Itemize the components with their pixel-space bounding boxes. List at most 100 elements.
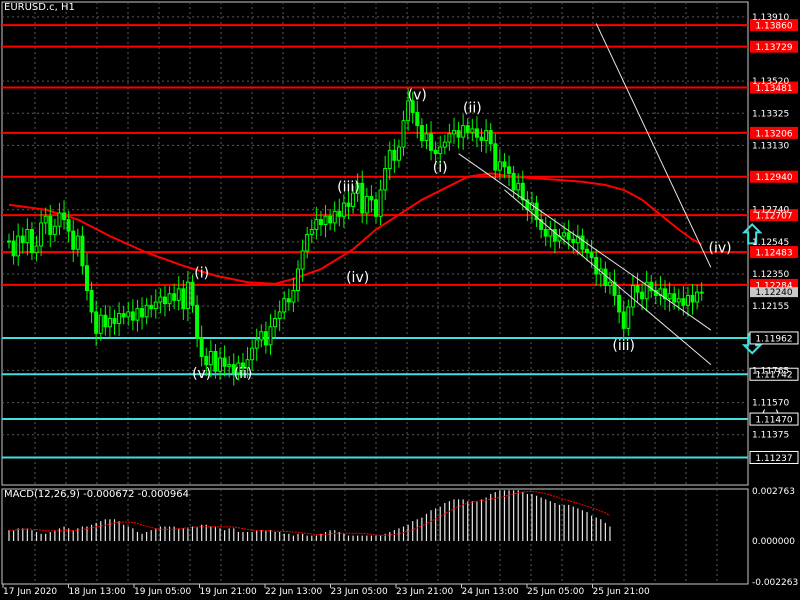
price-bar-body: [419, 125, 424, 141]
price-bar-body: [690, 294, 695, 303]
price-bar-body: [552, 228, 557, 242]
price-bar-body: [140, 308, 145, 318]
wave-label: (v): [192, 366, 211, 382]
level-price-tag: [750, 40, 798, 53]
price-bar-body: [497, 161, 502, 171]
price-bar-body: [195, 304, 200, 339]
macd-tick-label: 0.000000: [752, 537, 795, 547]
price-bar-body: [424, 133, 429, 141]
price-bar-body: [451, 130, 456, 135]
price-bar-body: [433, 149, 438, 155]
price-bar-body: [231, 364, 236, 374]
price-bar-body: [66, 219, 71, 232]
price-bar-body: [543, 228, 548, 237]
price-bar-body: [429, 133, 434, 151]
price-bar-body: [396, 146, 401, 161]
price-bar-body: [162, 296, 167, 305]
price-bar-body: [254, 339, 259, 349]
price-bar-body: [621, 311, 626, 329]
price-bar-body: [406, 100, 411, 122]
price-bar-body: [277, 311, 282, 320]
time-label: 23 Jun 21:00: [396, 587, 453, 597]
level-price-tag: [750, 209, 798, 222]
price-bar-body: [57, 212, 62, 227]
price-bar-body: [286, 298, 291, 303]
current-price-tag: [750, 287, 798, 298]
price-bar-body: [630, 285, 635, 308]
price-bar-body: [43, 215, 48, 224]
level-price-label: 1.11237: [755, 454, 792, 464]
price-bar-body: [672, 293, 677, 303]
price-bar-body: [11, 240, 16, 257]
time-label: 25 Jun 05:00: [527, 587, 584, 597]
price-bar-body: [378, 189, 383, 217]
price-bar-body: [658, 288, 663, 296]
price-bar-body: [300, 250, 305, 270]
price-bar-body: [268, 326, 273, 346]
price-bar-body: [539, 219, 544, 230]
wave-label: (iii): [612, 338, 635, 354]
level-price-tag: [749, 367, 799, 381]
price-bar-body: [332, 210, 337, 224]
price-bar-body: [167, 293, 172, 305]
price-bar-body: [479, 136, 484, 141]
macd-signal-line: [9, 491, 611, 536]
price-bar-body: [516, 182, 521, 191]
price-tick-label: 1.11765: [752, 366, 789, 376]
price-bar-body: [135, 308, 140, 321]
price-bar-body: [126, 311, 131, 318]
price-bar-body: [401, 120, 406, 148]
price-bar-body: [204, 355, 209, 366]
time-label: 17 Jun 2020: [3, 587, 57, 597]
price-bar-body: [392, 149, 397, 161]
price-bar-body: [607, 281, 612, 287]
price-tick-label: 1.13520: [752, 77, 789, 87]
price-bar-body: [144, 304, 149, 318]
price-bar-body: [318, 219, 323, 226]
price-bar-body: [511, 172, 516, 191]
level-price-label: 1.13481: [755, 84, 792, 94]
price-bar-body: [548, 228, 553, 237]
price-bar-body: [635, 285, 640, 293]
price-bar-body: [62, 212, 67, 221]
price-bar-body: [465, 125, 470, 133]
price-bar-body: [39, 222, 44, 247]
level-price-tag: [750, 19, 798, 32]
level-price-label: 1.12707: [755, 212, 792, 222]
price-bar-body: [34, 245, 39, 254]
price-bar-body: [374, 199, 378, 217]
price-bar-body: [461, 125, 466, 138]
moving-average-line: [8, 172, 703, 285]
channel-line: [504, 189, 712, 366]
wave-label: (iv): [709, 241, 732, 257]
price-bar-body: [681, 298, 686, 306]
price-bar-body: [383, 167, 388, 191]
price-bar-body: [25, 228, 30, 244]
price-bar-body: [71, 230, 76, 250]
price-bar-body: [172, 293, 177, 301]
plot-frame: [1, 1, 749, 486]
level-price-tag: [749, 412, 799, 426]
price-bar-body: [263, 331, 268, 346]
price-tick-label: 1.13325: [752, 109, 789, 119]
level-price-label: 1.13860: [755, 22, 792, 32]
price-bar-body: [20, 235, 25, 244]
price-bar-body: [594, 257, 599, 275]
time-label: 25 Jun 21:00: [593, 587, 650, 597]
price-bar-body: [676, 298, 681, 303]
price-bar-body: [612, 281, 617, 296]
price-bar-body: [48, 215, 53, 235]
price-axis: 1.13860 1.13729 1.13481 1.13206 1.12940 1.127…: [749, 13, 799, 464]
price-bar-body: [305, 233, 310, 252]
price-tick-label: 1.12740: [752, 206, 789, 216]
price-bar-body: [649, 281, 654, 291]
level-price-label: 1.12483: [755, 249, 792, 259]
price-bar-body: [603, 268, 608, 287]
price-bar-body: [75, 235, 80, 250]
price-bar-body: [626, 306, 631, 329]
wave-label: (i): [433, 160, 448, 176]
price-bar-body: [149, 304, 154, 310]
price-bar-body: [484, 130, 489, 141]
price-bar-body: [222, 357, 227, 367]
